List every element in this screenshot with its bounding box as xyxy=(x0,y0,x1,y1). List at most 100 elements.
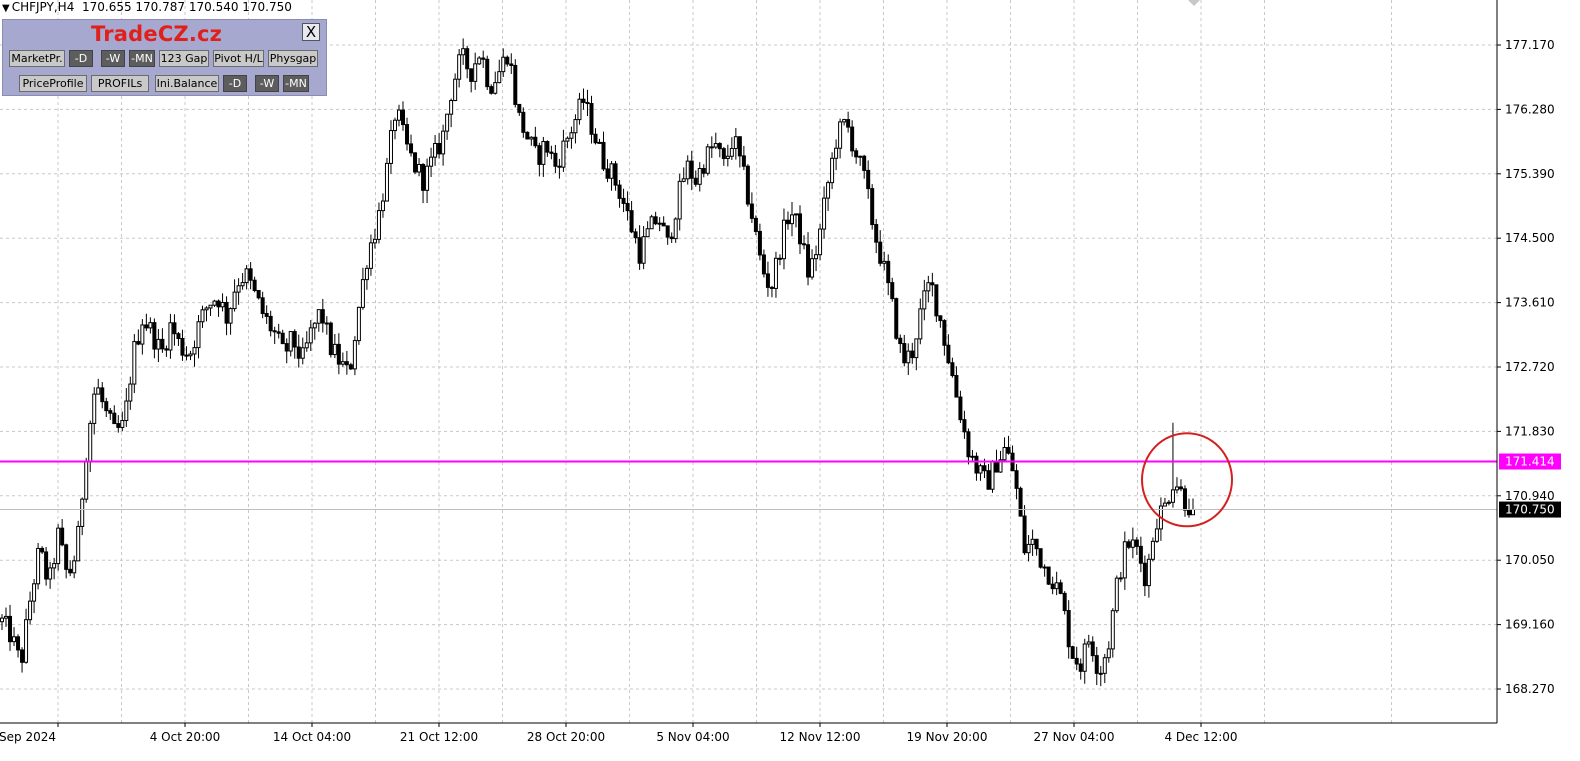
chart-grid xyxy=(0,0,1497,723)
dropdown-triangle-icon[interactable]: ▼ xyxy=(2,3,10,14)
candle-bull xyxy=(838,121,843,149)
candle-bear xyxy=(765,273,770,288)
physgap-button[interactable]: Physgap xyxy=(268,50,318,67)
price-tags: 171.414 170.750 xyxy=(1499,453,1561,518)
candle-bull xyxy=(212,300,217,306)
candle-bull xyxy=(76,525,81,562)
candle-bear xyxy=(413,152,418,173)
candle-bear xyxy=(637,237,642,264)
candle-bear xyxy=(1038,548,1043,568)
pivot-hl-button[interactable]: Pivot H/L xyxy=(213,50,264,67)
row2-week-button[interactable]: -W xyxy=(255,75,279,92)
chart-header: ▼ CHFJPY,H4 170.655 170.787 170.540 170.7… xyxy=(2,0,292,14)
line-price-tag xyxy=(1499,453,1561,470)
candle-bull xyxy=(236,285,241,293)
profils-button[interactable]: PROFILs xyxy=(91,75,149,92)
priceprofile-button[interactable]: PriceProfile xyxy=(19,75,87,92)
candle-bear xyxy=(958,396,963,421)
candle-bear xyxy=(701,168,706,174)
candle-bull xyxy=(641,236,646,264)
candle-bull xyxy=(352,340,357,370)
price-axis: 177.170 176.280 175.390 174.500 173.610 172.7… xyxy=(1497,38,1555,696)
candle-bull xyxy=(781,219,786,260)
x-tick-label: 19 Nov 20:00 xyxy=(907,730,988,744)
candle-bear xyxy=(846,119,851,128)
gap-123-button[interactable]: 123 Gap xyxy=(159,50,209,67)
candle-bear xyxy=(280,332,285,345)
candle-bull xyxy=(501,56,506,73)
row1-week-button[interactable]: -W xyxy=(101,50,125,67)
candle-bull xyxy=(1102,657,1107,674)
candle-bear xyxy=(741,155,746,167)
candle-bull xyxy=(228,308,233,324)
y-tick-label: 170.050 xyxy=(1505,553,1555,567)
candle-bull xyxy=(725,155,730,159)
candle-bear xyxy=(938,315,943,322)
candle-bull xyxy=(569,132,574,139)
candle-bear xyxy=(64,544,69,570)
row2-month-button[interactable]: -MN xyxy=(283,75,309,92)
candle-bull xyxy=(906,350,911,364)
candle-bull xyxy=(461,48,466,56)
candle-bear xyxy=(617,184,622,199)
candle-bull xyxy=(978,465,983,474)
candle-bull xyxy=(4,615,9,619)
candle-bull xyxy=(1150,540,1155,560)
candle-bear xyxy=(894,298,899,339)
candle-bull xyxy=(685,160,690,180)
candle-bear xyxy=(966,431,971,458)
candle-bull xyxy=(814,254,819,260)
candle-bear xyxy=(1006,447,1011,454)
candle-bear xyxy=(256,290,261,299)
candle-bull xyxy=(1191,509,1195,516)
marketpr-button[interactable]: MarketPr. xyxy=(9,50,65,67)
candle-bull xyxy=(1054,582,1059,590)
candle-bear xyxy=(902,343,907,364)
candle-bull xyxy=(1110,610,1115,650)
row1-month-button[interactable]: -MN xyxy=(129,50,155,67)
candle-bear xyxy=(777,257,782,260)
candle-bull xyxy=(673,218,678,240)
candle-bull xyxy=(429,156,434,167)
candle-bull xyxy=(1118,577,1123,580)
candle-bear xyxy=(1070,646,1075,659)
candle-bull xyxy=(24,619,29,663)
candle-bull xyxy=(493,82,498,94)
candle-bull xyxy=(577,98,582,121)
candle-bear xyxy=(850,126,855,152)
candle-bull xyxy=(565,137,570,142)
candle-bull xyxy=(645,228,650,238)
candle-bull xyxy=(826,182,831,199)
highlight-ellipse[interactable] xyxy=(1141,432,1233,528)
candle-bull xyxy=(1086,641,1091,645)
support-line xyxy=(0,460,1497,511)
candle-bull xyxy=(729,147,734,157)
candle-bear xyxy=(20,649,25,663)
candle-bull xyxy=(360,279,365,308)
candle-bear xyxy=(1094,655,1099,674)
candle-bull xyxy=(561,140,566,168)
candle-bear xyxy=(950,362,955,377)
row1-day-button[interactable]: -D xyxy=(69,50,93,67)
candle-bear xyxy=(886,260,891,284)
candle-bull xyxy=(918,308,923,340)
candle-bear xyxy=(954,375,959,398)
close-panel-button[interactable]: X xyxy=(302,23,320,41)
candle-bear xyxy=(878,241,883,264)
candle-bear xyxy=(260,297,265,314)
y-tick-label: 172.720 xyxy=(1505,360,1555,374)
candle-bear xyxy=(320,309,325,324)
candle-bear xyxy=(785,219,790,225)
x-tick-label: 5 Nov 04:00 xyxy=(656,730,729,744)
row2-day-button[interactable]: -D xyxy=(223,75,247,92)
x-tick-label: 27 Nov 04:00 xyxy=(1034,730,1115,744)
candle-bull xyxy=(1082,643,1087,672)
candle-bull xyxy=(204,307,209,311)
candle-bear xyxy=(344,361,349,366)
candle-bear xyxy=(1050,583,1055,590)
ohlc-values: 170.655 170.787 170.540 170.750 xyxy=(81,0,292,14)
candle-bear xyxy=(152,322,157,350)
candle-bear xyxy=(489,86,494,94)
ini-balance-button[interactable]: Ini.Balance xyxy=(155,75,219,92)
